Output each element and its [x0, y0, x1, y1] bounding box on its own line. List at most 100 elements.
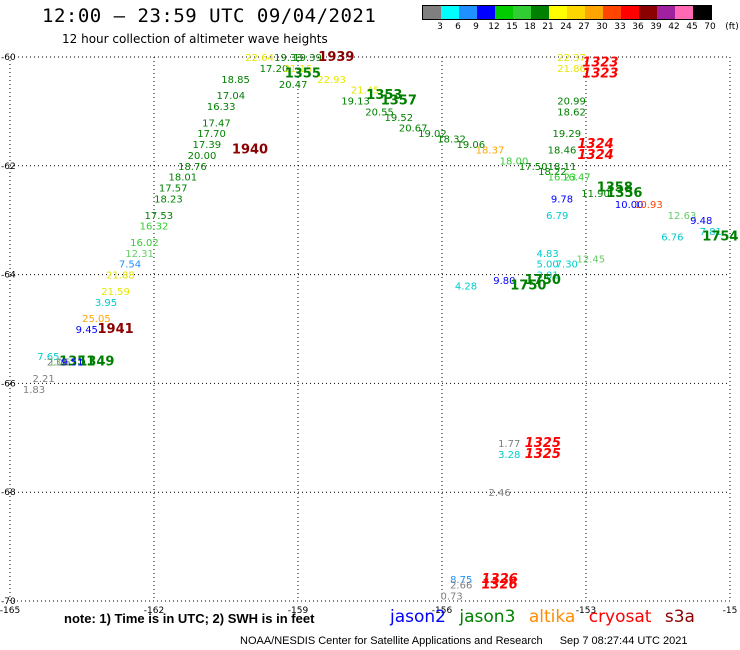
chart-title: 12:00 – 23:59 UTC 09/04/2021: [42, 5, 377, 27]
colorbar-tick-label: 70: [704, 22, 716, 32]
wave-height-label: 17.47: [202, 118, 231, 129]
y-tick-label: -62: [1, 162, 16, 172]
colorbar-swatch: [513, 6, 531, 19]
wave-height-label: 17.70: [197, 129, 226, 140]
time-label: 1323: [582, 55, 618, 70]
chart-subtitle: 12 hour collection of altimeter wave hei…: [62, 32, 328, 46]
wave-height-label: 22.37: [557, 53, 586, 64]
wave-height-label: 20.55: [365, 107, 394, 118]
x-tick-label: -156: [432, 606, 453, 616]
wave-height-label: 3.01: [536, 271, 558, 282]
time-label: 1355: [285, 66, 321, 81]
wave-height-label: 3.95: [95, 298, 117, 309]
colorbar-swatch: [423, 6, 441, 19]
wave-height-label: 16.02: [130, 238, 159, 249]
wave-height-label: 20.99: [557, 97, 586, 108]
wave-height-label: 18.46: [548, 145, 577, 156]
wave-height-label: 19.02: [418, 129, 447, 140]
time-label: 1326: [482, 572, 518, 587]
colorbar-swatch: [693, 6, 711, 19]
wave-height-label: 4.83: [536, 249, 558, 260]
wave-height-label: 19.06: [456, 140, 485, 151]
legend-jason2: jason2: [390, 607, 446, 627]
wave-height-label: 20.00: [188, 151, 217, 162]
wave-height-label: 19.29: [552, 129, 581, 140]
wave-height-label: 7.81: [700, 227, 722, 238]
wave-height-label: 3.28: [498, 450, 520, 461]
time-label: 1357: [381, 94, 417, 109]
wave-height-label: 16.47: [562, 173, 591, 184]
wave-height-label: 1.77: [498, 439, 520, 450]
wave-height-label: 19.52: [384, 113, 413, 124]
y-tick-label: -68: [1, 488, 16, 498]
colorbar-tick-label: 6: [455, 22, 461, 32]
wave-height-label: 2.66: [450, 581, 472, 592]
colorbar-swatch: [459, 6, 477, 19]
colorbar-tick-label: 30: [596, 22, 608, 32]
wave-height-label: 21.15: [284, 64, 313, 75]
wave-height-label: 18.23: [154, 194, 183, 205]
time-label: 1325: [525, 436, 561, 451]
colorbar-swatch: [477, 6, 495, 19]
wave-height-label: 20.67: [399, 124, 428, 135]
legend: jason2 jason3 altika cryosat s3a: [390, 607, 703, 627]
wave-height-label: 16.32: [140, 222, 169, 233]
time-label: 1351: [59, 355, 95, 370]
time-label: 1750: [525, 273, 561, 288]
wave-height-label: 21.45: [351, 86, 380, 97]
wave-height-label: 7.65: [37, 352, 59, 363]
wave-height-label: 10.00: [615, 200, 644, 211]
colorbar-swatch: [657, 6, 675, 19]
footnote: note: 1) Time is in UTC; 2) SWH is in fe…: [64, 611, 315, 626]
time-label: 1940: [232, 142, 268, 157]
colorbar-swatch: [639, 6, 657, 19]
colorbar-tick-label: 21: [542, 22, 554, 32]
wave-height-label: 17.39: [192, 140, 221, 151]
colorbar-swatches: [422, 5, 712, 20]
wave-height-label: 12.45: [576, 254, 605, 265]
wave-height-label: 17.50: [519, 162, 548, 173]
x-tick-label: -165: [0, 606, 20, 616]
wave-height-label: 9.80: [493, 276, 515, 287]
wave-height-label: 1.83: [23, 385, 45, 396]
time-label: 1941: [98, 322, 134, 337]
legend-jason3: jason3: [459, 607, 516, 627]
time-label: 1939: [318, 50, 354, 65]
colorbar-tick-label: 18: [524, 22, 536, 32]
y-tick-label: -60: [1, 53, 16, 63]
wave-height-label: 19.13: [341, 97, 370, 108]
colorbar-tick-label: 45: [686, 22, 698, 32]
wave-height-label: 17.53: [144, 211, 173, 222]
time-label: 1750: [510, 278, 546, 293]
time-label: 1325: [525, 447, 561, 462]
colorbar-swatch: [585, 6, 603, 19]
time-label: 1358: [597, 181, 633, 196]
wave-height-label: 22.93: [317, 75, 346, 86]
legend-altika: altika: [528, 607, 576, 627]
colorbar-tick-label: 24: [560, 22, 572, 32]
wave-height-label: 11.90: [581, 189, 610, 200]
time-label: 1754: [702, 230, 738, 245]
time-label: 1356: [606, 186, 642, 201]
x-tick-label: -159: [288, 606, 309, 616]
wave-height-label: 7.30: [556, 260, 578, 271]
wave-height-label: 9.51: [61, 358, 83, 369]
wave-height-label: 21.59: [101, 287, 130, 298]
wave-height-label: 18.62: [557, 107, 586, 118]
footer-credit: NOAA/NESDIS Center for Satellite Applica…: [240, 635, 543, 647]
y-tick-label: -64: [1, 271, 16, 281]
colorbar: 3 6 9 12 15 18 21 24 27 30 33 36 39 42 45 70 (ft): [422, 5, 739, 34]
legend-cryosat: cryosat: [588, 607, 652, 627]
wave-height-label: 7.54: [119, 260, 141, 271]
wave-height-label: 2.21: [32, 374, 54, 385]
wave-height-label: 20.47: [279, 80, 308, 91]
wave-height-label: 18.11: [548, 162, 577, 173]
time-label: 1324: [578, 148, 614, 163]
wave-height-label: 18.37: [476, 145, 505, 156]
colorbar-tick-label: 9: [473, 22, 479, 32]
wave-height-label: 18.00: [500, 156, 529, 167]
colorbar-swatch: [621, 6, 639, 19]
wave-height-label: 18.22: [538, 167, 567, 178]
wave-height-label: 5.00: [536, 260, 558, 271]
